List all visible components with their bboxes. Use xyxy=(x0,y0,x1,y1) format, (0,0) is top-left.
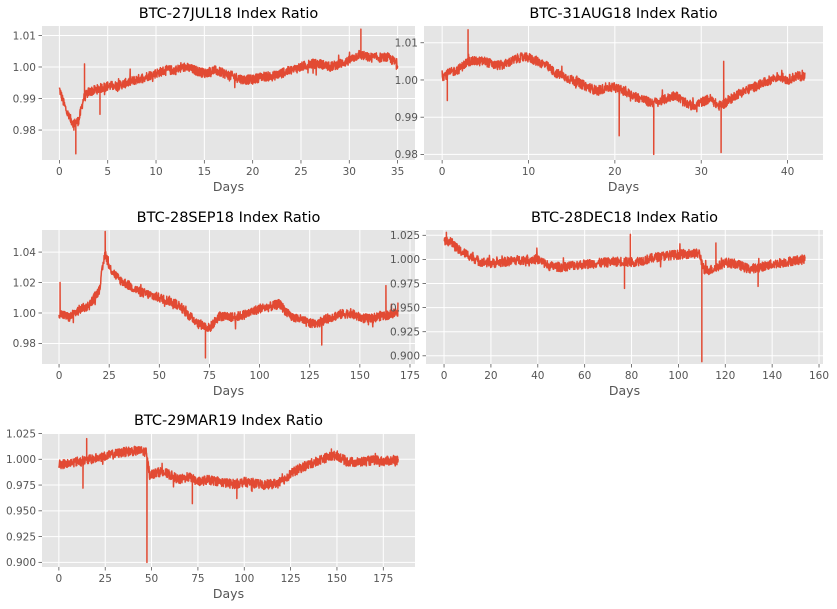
y-tick-label: 1.00 xyxy=(13,62,36,74)
x-tick-label: 25 xyxy=(102,370,115,382)
x-tick-label: 30 xyxy=(695,166,708,178)
x-tick-label: 175 xyxy=(373,573,393,585)
x-tick-label: 140 xyxy=(762,370,782,382)
x-tick-label: 160 xyxy=(809,370,829,382)
y-tick-label: 0.950 xyxy=(6,506,36,518)
plot-background xyxy=(42,26,415,160)
x-tick-label: 175 xyxy=(400,370,420,382)
x-tick-label: 0 xyxy=(56,573,63,585)
x-tick-label: 50 xyxy=(153,370,166,382)
y-tick-label: 0.98 xyxy=(13,338,36,350)
series-line xyxy=(58,437,399,564)
x-tick-label: 75 xyxy=(203,370,216,382)
y-tick-label: 1.04 xyxy=(13,247,37,259)
x-tick-label: 40 xyxy=(531,370,544,382)
y-tick-label: 0.925 xyxy=(390,327,420,339)
x-tick-label: 10 xyxy=(149,166,162,178)
y-tick-label: 0.98 xyxy=(13,125,36,137)
x-tick-label: 35 xyxy=(391,166,404,178)
x-tick-label: 125 xyxy=(281,573,301,585)
x-tick-label: 20 xyxy=(246,166,259,178)
subplot-5: 0 25 50 75 100 125 150 175 0.900 0.925 0.950 0.975 1… xyxy=(6,413,415,601)
subplot-2: 0 10 20 30 40 0.98 0.99 1.00 1.01 BTC-31AUG18 Ind… xyxy=(395,6,823,194)
y-tick-label: 1.01 xyxy=(395,38,418,50)
x-tick-label: 20 xyxy=(484,370,497,382)
x-tick-label: 100 xyxy=(668,370,688,382)
subplot-4: 0 20 40 60 80 100 120 140 160 0.900 0.925 0.950 0.97… xyxy=(390,210,829,398)
y-tick-label: 1.00 xyxy=(395,75,418,87)
x-tick-label: 60 xyxy=(578,370,591,382)
chart-title: BTC-27JUL18 Index Ratio xyxy=(139,6,319,22)
x-tick-label: 150 xyxy=(327,573,347,585)
plot-background xyxy=(42,433,415,567)
series-line xyxy=(441,28,806,156)
x-tick-label: 5 xyxy=(104,166,111,178)
x-tick-label: 100 xyxy=(250,370,270,382)
x-axis-label: Days xyxy=(608,179,639,194)
x-tick-label: 75 xyxy=(191,573,204,585)
x-axis-label: Days xyxy=(213,586,244,601)
x-tick-label: 40 xyxy=(781,166,794,178)
y-tick-label: 0.98 xyxy=(395,149,418,161)
subplot-3: 0 25 50 75 100 125 150 175 0.98 1.00 1.02 1.04 BTC-2… xyxy=(13,210,420,398)
x-axis-label: Days xyxy=(213,179,244,194)
y-tick-label: 0.900 xyxy=(390,351,420,363)
x-axis-label: Days xyxy=(609,383,640,398)
x-tick-label: 20 xyxy=(608,166,621,178)
y-tick-label: 1.025 xyxy=(6,428,36,440)
x-axis-label: Days xyxy=(213,383,244,398)
series-line xyxy=(58,230,399,359)
chart-title: BTC-28SEP18 Index Ratio xyxy=(137,210,321,226)
chart-title: BTC-28DEC18 Index Ratio xyxy=(531,210,718,226)
y-tick-label: 0.975 xyxy=(6,480,36,492)
plot-background xyxy=(426,230,823,364)
series-line xyxy=(58,28,399,155)
y-tick-label: 1.000 xyxy=(390,254,420,266)
y-tick-label: 0.900 xyxy=(6,557,36,569)
chart-title: BTC-29MAR19 Index Ratio xyxy=(134,413,323,429)
y-tick-label: 0.99 xyxy=(13,93,36,105)
x-tick-label: 0 xyxy=(56,370,63,382)
y-tick-label: 0.975 xyxy=(390,278,420,290)
series-line xyxy=(443,231,806,363)
x-tick-label: 30 xyxy=(343,166,356,178)
y-tick-label: 1.00 xyxy=(13,308,36,320)
y-tick-label: 1.000 xyxy=(6,454,36,466)
subplot-1: 0 5 10 15 20 25 30 35 0.98 0.99 1.00 1.01 BTC-27JUL1… xyxy=(13,6,415,194)
y-tick-label: 0.925 xyxy=(6,531,36,543)
x-tick-label: 10 xyxy=(522,166,535,178)
x-tick-label: 25 xyxy=(294,166,307,178)
y-tick-label: 0.99 xyxy=(395,112,418,124)
y-tick-label: 1.025 xyxy=(390,230,420,242)
x-tick-label: 150 xyxy=(350,370,370,382)
y-tick-label: 1.02 xyxy=(13,277,36,289)
x-tick-label: 120 xyxy=(715,370,735,382)
x-tick-label: 0 xyxy=(56,166,63,178)
x-tick-label: 15 xyxy=(198,166,211,178)
y-tick-label: 0.950 xyxy=(390,302,420,314)
x-tick-label: 125 xyxy=(300,370,320,382)
x-tick-label: 25 xyxy=(99,573,112,585)
x-tick-label: 80 xyxy=(625,370,638,382)
x-tick-label: 50 xyxy=(145,573,158,585)
x-tick-label: 100 xyxy=(234,573,254,585)
y-tick-label: 1.01 xyxy=(13,30,36,42)
chart-title: BTC-31AUG18 Index Ratio xyxy=(529,6,717,22)
x-tick-label: 0 xyxy=(441,370,448,382)
x-tick-label: 0 xyxy=(439,166,446,178)
